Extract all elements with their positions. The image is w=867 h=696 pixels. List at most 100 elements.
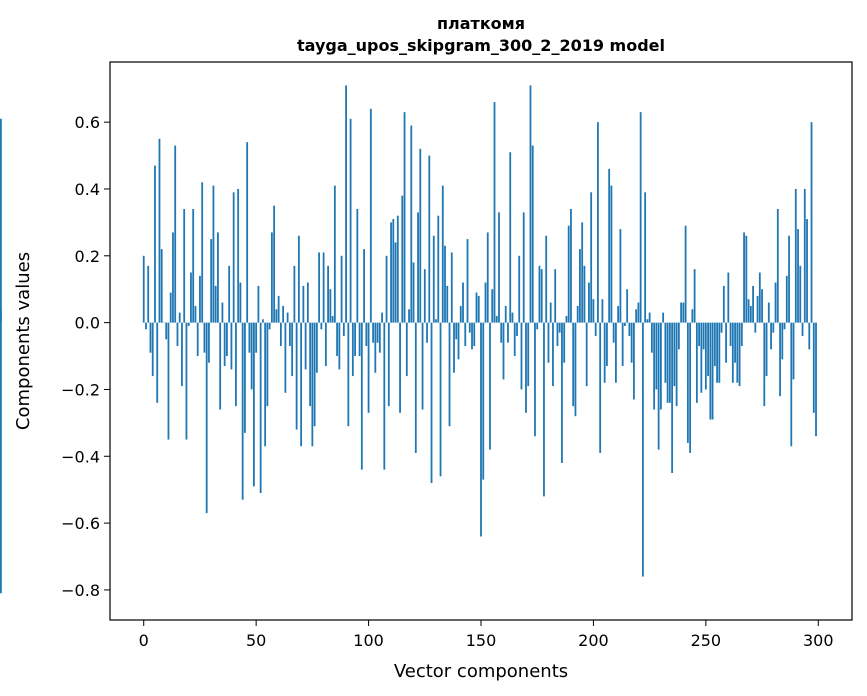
bar (659, 322, 662, 410)
bar (718, 322, 721, 383)
bar (151, 322, 154, 377)
bar (608, 168, 611, 323)
bar (484, 282, 487, 323)
bar (495, 315, 498, 323)
bar (655, 322, 658, 390)
bar (286, 312, 289, 323)
bar (684, 225, 687, 323)
bar (455, 322, 458, 340)
bar (181, 322, 183, 387)
bar (588, 282, 590, 323)
bar (507, 322, 509, 343)
bar (408, 309, 410, 323)
bar (158, 138, 161, 323)
bar (583, 265, 586, 323)
bar (432, 235, 435, 323)
bar (536, 322, 539, 330)
y-tick-label: 0.2 (75, 247, 100, 266)
bar (509, 152, 512, 323)
bar (270, 232, 273, 323)
bar (621, 322, 624, 367)
bar (338, 322, 341, 370)
bar (597, 122, 599, 323)
bar (599, 322, 602, 453)
bar (725, 322, 727, 363)
bar (680, 302, 683, 323)
bar (579, 249, 581, 323)
bar (776, 209, 779, 323)
bar (221, 302, 224, 323)
bar (803, 188, 806, 323)
bar (790, 322, 793, 447)
bar (489, 322, 491, 450)
bar (169, 292, 172, 323)
bar (590, 192, 593, 323)
bar (572, 322, 575, 407)
bar (435, 319, 437, 323)
bar (468, 322, 471, 333)
y-tick-label: −0.8 (61, 581, 100, 600)
bar (322, 252, 325, 323)
bar (635, 309, 638, 323)
bar (677, 322, 680, 350)
bar (187, 322, 190, 326)
bar (387, 322, 390, 407)
bar (417, 212, 419, 323)
bar (731, 322, 734, 383)
bar (309, 322, 312, 407)
bar (666, 322, 669, 403)
bar (716, 322, 718, 383)
bar (453, 322, 455, 373)
bar (765, 322, 768, 377)
bar (405, 322, 408, 377)
bar (797, 229, 799, 323)
bar (250, 322, 253, 390)
x-tick-label: 200 (578, 631, 609, 650)
bar (297, 235, 300, 323)
bar (646, 319, 649, 323)
bar (691, 309, 694, 323)
bar (799, 265, 802, 323)
bar (374, 322, 377, 373)
bar (693, 269, 696, 323)
bar (648, 312, 651, 323)
bar (145, 322, 147, 330)
bar (381, 312, 383, 323)
bar (473, 322, 476, 347)
x-tick-label: 100 (353, 631, 384, 650)
bar (477, 295, 480, 323)
bar (502, 322, 505, 380)
bar (376, 322, 379, 343)
bar (695, 322, 698, 403)
bar (626, 289, 629, 323)
bar (241, 322, 244, 500)
bar (199, 275, 201, 323)
bar (419, 148, 422, 323)
bar (493, 102, 496, 323)
bar (358, 322, 361, 357)
bar (561, 322, 563, 463)
bar (615, 322, 617, 383)
bar (351, 322, 354, 377)
bar (763, 322, 766, 407)
bar (644, 192, 647, 323)
bar (360, 322, 363, 470)
bar (491, 289, 494, 323)
chart-title-line2: tayga_upos_skipgram_300_2_2019 model (297, 36, 665, 55)
bar (606, 322, 608, 367)
bar (203, 322, 206, 353)
y-tick-label: −0.4 (61, 447, 100, 466)
bar (230, 322, 233, 370)
bar (315, 322, 318, 373)
bar (268, 322, 271, 330)
bar (740, 322, 743, 347)
bar (513, 322, 516, 357)
bar (657, 322, 660, 450)
bar (167, 322, 170, 440)
bar (774, 282, 777, 323)
bar (205, 322, 208, 514)
bar (264, 322, 267, 447)
bar (520, 322, 523, 390)
bar (282, 305, 285, 323)
